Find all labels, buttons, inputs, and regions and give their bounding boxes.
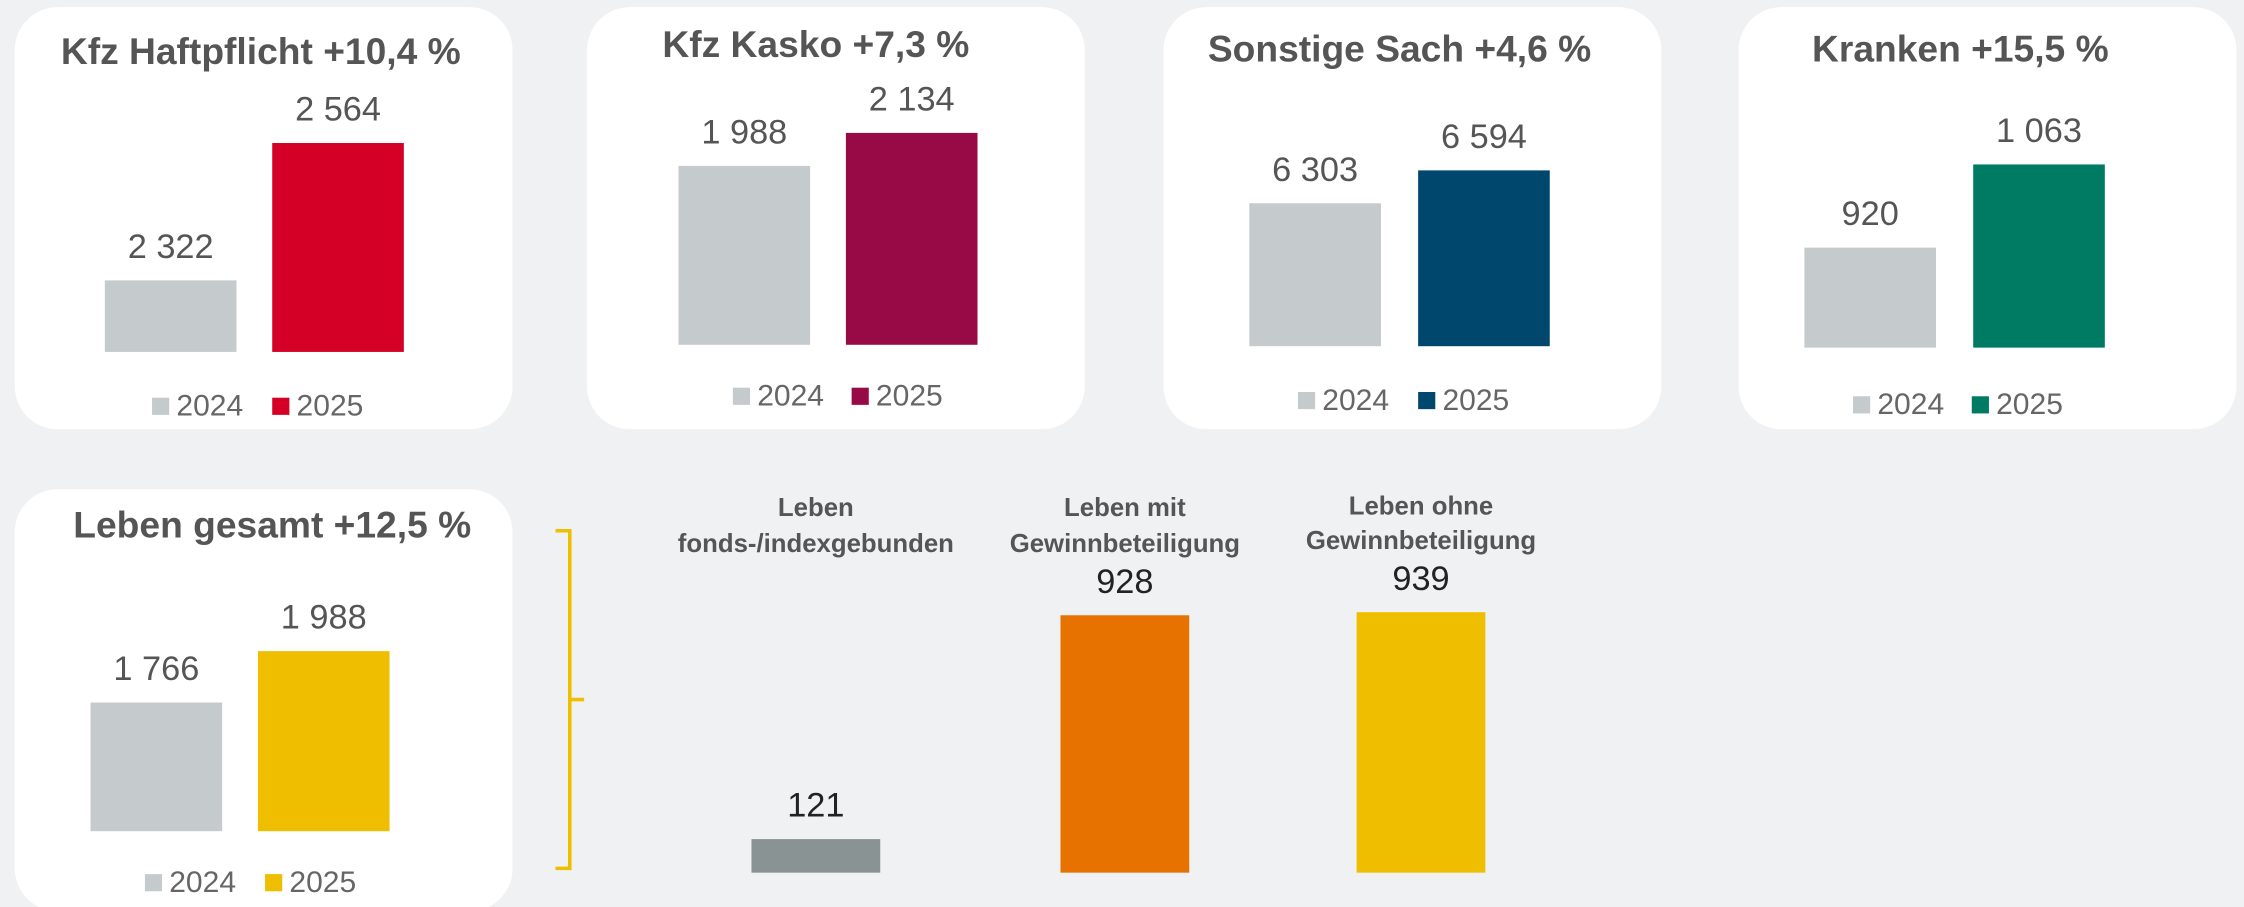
category-label: Gewinnbeteiligung xyxy=(1010,530,1240,558)
chart-title: Kranken +15,5 % xyxy=(1812,27,2109,69)
chart-title: Kfz Haftpflicht +10,4 % xyxy=(61,30,461,72)
bar xyxy=(1804,247,1937,348)
legend-swatch xyxy=(1418,391,1436,410)
value-label: 939 xyxy=(1392,560,1449,598)
value-label: 6 303 xyxy=(1272,151,1358,189)
bar xyxy=(678,165,811,345)
bracket xyxy=(555,528,585,871)
legend-swatch xyxy=(1853,396,1871,414)
legend-label: 2025 xyxy=(297,390,364,423)
legend-label: 2024 xyxy=(169,866,236,899)
chart-title: Kfz Kasko +7,3 % xyxy=(662,23,969,65)
legend-label: 2024 xyxy=(1322,384,1389,417)
value-label: 2 564 xyxy=(295,91,381,129)
chart-title: Sonstige Sach +4,6 % xyxy=(1208,27,1591,69)
card xyxy=(586,7,1085,430)
value-label: 1 988 xyxy=(281,599,367,637)
bar xyxy=(1418,170,1550,347)
value-label: 1 988 xyxy=(701,114,787,152)
bar xyxy=(104,280,237,352)
legend-label: 2025 xyxy=(289,866,356,899)
legend-label: 2024 xyxy=(176,390,243,423)
value-label: 2 322 xyxy=(128,228,214,266)
legend-swatch xyxy=(144,874,163,892)
legend-swatch xyxy=(265,874,283,892)
legend-swatch xyxy=(1297,391,1316,410)
legend-label: 2025 xyxy=(876,380,943,413)
bar xyxy=(257,651,390,832)
legend-swatch xyxy=(1971,396,1989,414)
bar xyxy=(1249,203,1381,347)
value-label: 928 xyxy=(1096,563,1153,601)
category-label: fonds-/indexgebunden xyxy=(678,530,954,558)
legend-swatch xyxy=(152,397,170,415)
legend-swatch xyxy=(851,387,869,405)
legend-swatch xyxy=(732,387,751,405)
chart-title: Leben gesamt +12,5 % xyxy=(73,504,471,546)
bar xyxy=(751,839,881,873)
legend-label: 2025 xyxy=(1442,384,1509,417)
legend-swatch xyxy=(272,397,290,415)
bar xyxy=(272,143,404,352)
value-label: 1 766 xyxy=(113,650,199,688)
legend-label: 2025 xyxy=(1996,388,2063,421)
bar xyxy=(1060,615,1190,873)
legend-label: 2024 xyxy=(1877,388,1944,421)
category-label: Leben mit xyxy=(1064,494,1186,522)
bar xyxy=(1356,612,1486,873)
value-label: 1 063 xyxy=(1996,112,2082,150)
card xyxy=(1163,7,1662,430)
category-label: Leben ohne xyxy=(1349,493,1494,521)
value-label: 920 xyxy=(1842,195,1899,233)
bar xyxy=(90,702,223,832)
category-label: Gewinnbeteiligung xyxy=(1306,527,1536,555)
value-label: 6 594 xyxy=(1441,118,1527,156)
bar xyxy=(845,132,978,345)
legend-label: 2024 xyxy=(757,380,824,413)
category-label: Leben xyxy=(778,494,854,522)
value-label: 121 xyxy=(787,787,844,825)
bar xyxy=(1973,164,2105,348)
value-label: 2 134 xyxy=(869,80,955,118)
